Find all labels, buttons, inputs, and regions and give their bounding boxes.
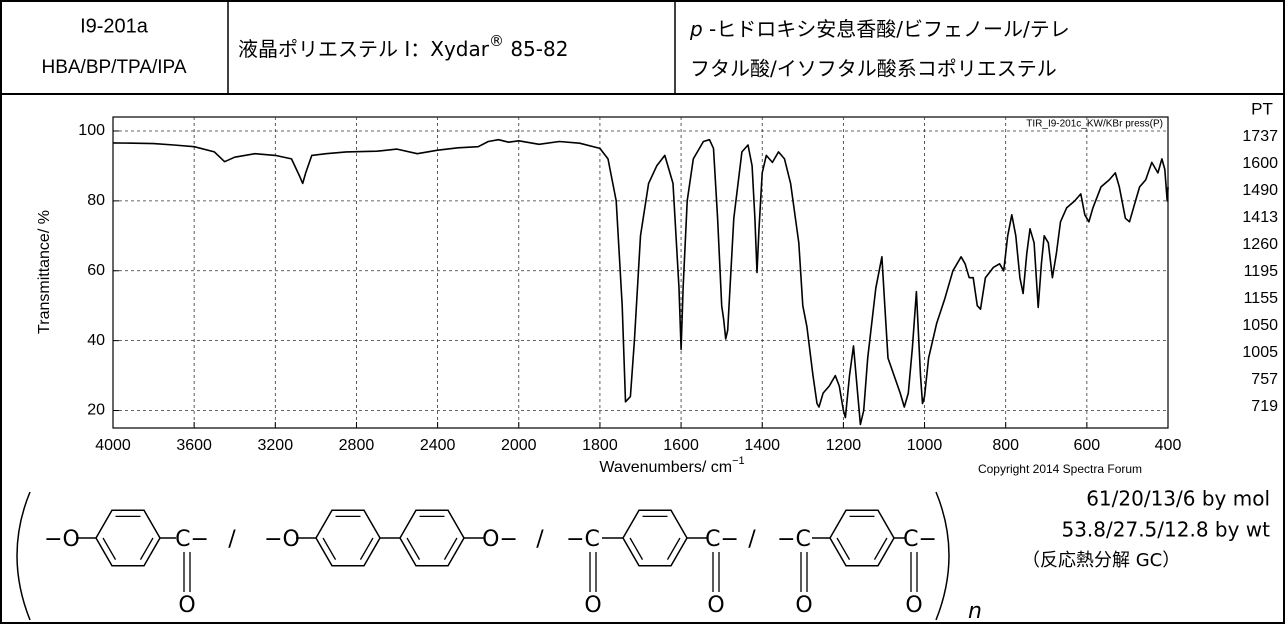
x-tick-label: 2400 — [420, 437, 456, 454]
x-tick-label: 4000 — [95, 437, 131, 454]
ring-double-bond — [443, 537, 458, 560]
name-main: 液晶ポリエステル Ⅰ：Xydar — [238, 37, 490, 61]
ring-double-bond — [139, 537, 154, 560]
x-tick-label: 600 — [1073, 437, 1100, 454]
peak-value: 1413 — [1242, 209, 1278, 226]
left-paren — [16, 491, 31, 621]
peak-value: 1600 — [1242, 155, 1278, 172]
structure-group: C− — [175, 527, 209, 552]
description-text: -ヒドロキシ安息香酸/ビフェノール/テレ — [703, 17, 1070, 41]
composition-line: 61/20/13/6 by mol — [1086, 487, 1270, 511]
structure-group: −C — [566, 527, 600, 552]
structure-group: / — [536, 527, 544, 552]
y-tick-label: 60 — [87, 262, 105, 279]
description-italic: p — [689, 17, 703, 41]
x-tick-label: 800 — [992, 437, 1019, 454]
copyright: Copyright 2014 Spectra Forum — [978, 462, 1142, 476]
x-tick-label: 2000 — [501, 437, 537, 454]
ring-double-bond — [406, 537, 421, 560]
peak-value: 757 — [1251, 371, 1278, 388]
x-axis-label: Wavenumbers/ cm−1 — [599, 455, 744, 476]
structure-group: −O — [264, 527, 300, 552]
y-axis-label: Transmittance/ % — [36, 210, 53, 334]
composition-line: （反応熱分解 GC） — [1022, 550, 1180, 571]
ring-double-bond — [102, 537, 117, 560]
structure-group: / — [748, 527, 756, 552]
ring-double-bond — [873, 537, 888, 560]
carbonyl-oxygen: O — [707, 593, 724, 618]
y-tick-label: 80 — [87, 192, 105, 209]
structure-group: −C — [777, 527, 811, 552]
carbonyl-oxygen: O — [795, 593, 812, 618]
benzene-ring — [622, 509, 688, 567]
x-tick-label: 3200 — [258, 437, 294, 454]
y-tick-label: 20 — [87, 402, 105, 419]
benzene-ring — [399, 509, 465, 567]
structure-drawing — [16, 491, 950, 621]
spectrum-line — [112, 138, 1169, 426]
x-tick-label: 400 — [1155, 437, 1182, 454]
name-grade: 85-82 — [504, 37, 568, 61]
peak-value: 1155 — [1244, 290, 1279, 307]
peak-value: 1737 — [1242, 128, 1278, 145]
peak-value: 719 — [1251, 398, 1278, 415]
name-mark: ® — [489, 32, 504, 50]
y-tick-label: 100 — [78, 122, 105, 139]
ring-double-bond — [322, 537, 337, 560]
peak-value: 1005 — [1242, 344, 1278, 361]
plot-frame — [112, 116, 1169, 429]
x-label-sup: −1 — [732, 455, 745, 467]
ring-double-bond — [629, 537, 644, 560]
carbonyl-oxygen: O — [178, 593, 195, 618]
x-tick-label: 2800 — [339, 437, 375, 454]
structure-group: C− — [903, 527, 937, 552]
x-tick-label: 3600 — [176, 437, 212, 454]
ring-double-bond — [666, 537, 681, 560]
description-line: p -ヒドロキシ安息香酸/ビフェノール/テレ — [689, 17, 1070, 41]
structure-group: O− — [482, 527, 518, 552]
ring-double-bond — [359, 537, 374, 560]
benzene-ring — [315, 509, 381, 567]
structure-group: / — [228, 527, 236, 552]
repeat-unit: n — [968, 599, 982, 624]
benzene-ring — [95, 509, 161, 567]
peak-value: 1195 — [1244, 263, 1279, 280]
peak-value: 1260 — [1242, 236, 1278, 253]
carbonyl-oxygen: O — [584, 593, 601, 618]
annotation: TIR_I9-201c_KW/KBr press(P) — [1026, 119, 1163, 130]
x-tick-label: 1800 — [582, 437, 618, 454]
ring-double-bond — [836, 537, 851, 560]
sample-abbrev: HBA/BP/TPA/IPA — [41, 57, 186, 78]
structure-group: C− — [705, 527, 739, 552]
x-tick-label: 1400 — [744, 437, 780, 454]
right-paren — [935, 491, 950, 621]
x-tick-label: 1000 — [907, 437, 943, 454]
composition-line: 53.8/27.5/12.8 by wt — [1061, 518, 1270, 542]
benzene-ring — [829, 509, 895, 567]
y-tick-label: 40 — [87, 332, 105, 349]
sample-name: 液晶ポリエステル Ⅰ：Xydar® 85-82 — [238, 32, 568, 61]
peak-table-title: PT — [1251, 99, 1273, 118]
sample-code: I9-201a — [80, 15, 149, 37]
peak-value: 1050 — [1242, 317, 1278, 334]
x-tick-label: 1200 — [826, 437, 862, 454]
carbonyl-oxygen: O — [905, 593, 922, 618]
structure-group: −O — [44, 527, 80, 552]
description-line: フタル酸/イソフタル酸系コポリエステル — [690, 57, 1057, 81]
peak-value: 1490 — [1242, 182, 1278, 199]
x-tick-label: 1600 — [663, 437, 699, 454]
x-label-text: Wavenumbers/ cm — [599, 459, 732, 476]
